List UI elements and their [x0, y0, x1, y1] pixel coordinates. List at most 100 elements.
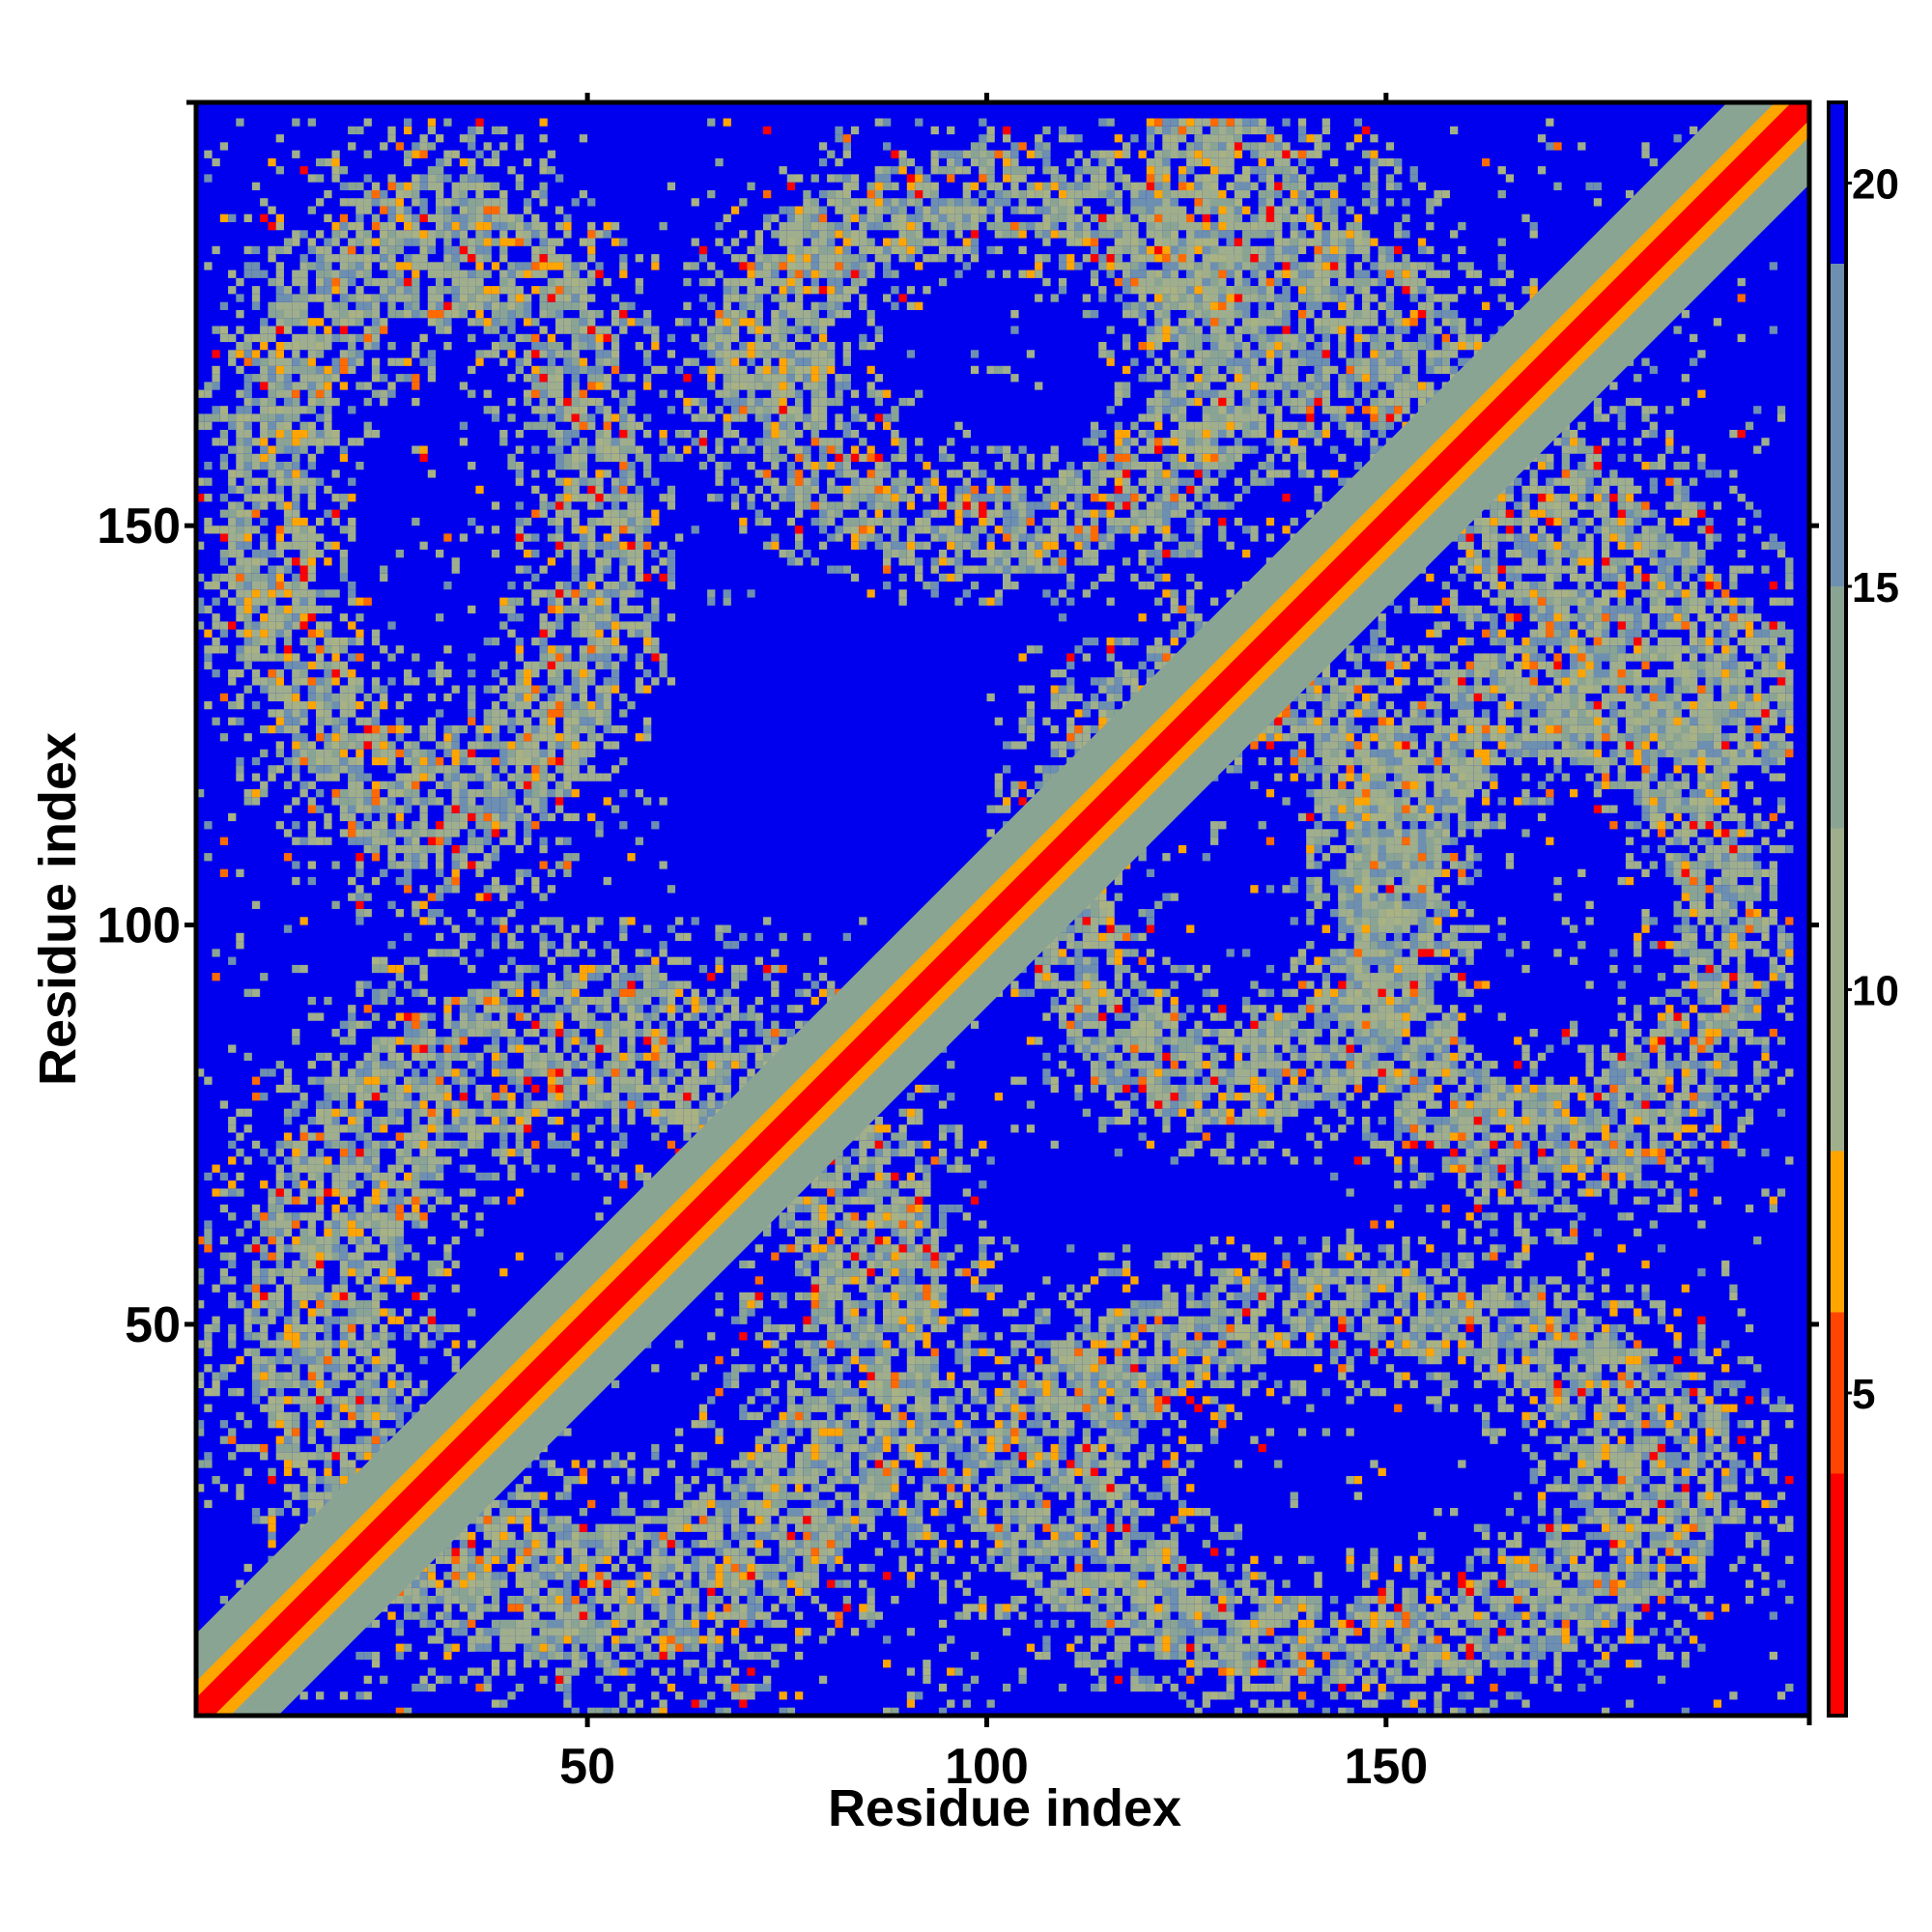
heatmap-cell: [587, 277, 596, 287]
heatmap-cell: [1353, 350, 1363, 358]
heatmap-cell: [451, 685, 460, 694]
heatmap-cell: [571, 389, 580, 398]
heatmap-cell: [1346, 430, 1354, 439]
heatmap-cell: [219, 413, 229, 422]
heatmap-cell: [619, 573, 628, 582]
heatmap-cell: [539, 629, 548, 638]
heatmap-cell: [539, 301, 548, 310]
heatmap-cell: [651, 677, 660, 686]
heatmap-cell: [539, 350, 548, 358]
heatmap-cell: [1665, 741, 1674, 750]
heatmap-cell: [292, 717, 300, 725]
heatmap-cell: [1378, 326, 1386, 334]
heatmap-cell: [603, 637, 611, 646]
heatmap-cell: [316, 589, 325, 598]
heatmap-cell: [283, 709, 293, 718]
heatmap-cell: [459, 749, 469, 757]
heatmap-cell: [268, 254, 276, 263]
heatmap-cell: [579, 365, 588, 375]
heatmap-cell: [563, 270, 572, 278]
heatmap-cell: [571, 326, 580, 334]
heatmap-cell: [603, 222, 611, 231]
heatmap-cell: [316, 837, 325, 845]
heatmap-cell: [635, 629, 643, 638]
heatmap-cell: [547, 597, 556, 606]
heatmap-cell: [292, 389, 300, 398]
heatmap-cell: [619, 421, 628, 430]
heatmap-cell: [643, 797, 652, 806]
heatmap-cell: [698, 406, 708, 414]
heatmap-cell: [412, 254, 420, 263]
heatmap-cell: [1234, 238, 1243, 246]
heatmap-cell: [754, 294, 763, 302]
heatmap-cell: [754, 342, 763, 351]
contact-regions: [196, 118, 1794, 1716]
heatmap-cell: [1673, 541, 1682, 550]
heatmap-cell: [515, 773, 524, 781]
heatmap-cell: [331, 318, 340, 327]
heatmap-cell: [355, 781, 364, 789]
heatmap-cell: [1282, 157, 1291, 167]
heatmap-cell: [299, 557, 308, 566]
heatmap-cell: [1297, 174, 1307, 183]
heatmap-cell: [1250, 389, 1259, 398]
heatmap-cell: [1561, 501, 1570, 510]
heatmap-cell: [1385, 421, 1395, 430]
heatmap-cell: [228, 677, 237, 686]
heatmap-cell: [251, 477, 261, 486]
heatmap-cell: [1514, 565, 1522, 574]
heatmap-cell: [1314, 485, 1322, 495]
heatmap-cell: [1665, 533, 1674, 542]
heatmap-cell: [515, 286, 524, 295]
heatmap-cell: [339, 301, 349, 310]
heatmap-cell: [275, 550, 284, 558]
heatmap-cell: [204, 382, 213, 390]
heatmap-cell: [524, 565, 532, 574]
heatmap-cell: [1521, 485, 1530, 495]
heatmap-cell: [1705, 565, 1714, 574]
heatmap-cell: [515, 717, 524, 725]
heatmap-cell: [412, 174, 420, 183]
heatmap-cell: [1409, 174, 1418, 183]
heatmap-cell: [404, 206, 412, 214]
heatmap-cell: [1330, 294, 1339, 302]
heatmap-cell: [1721, 589, 1730, 598]
heatmap-cell: [1521, 565, 1530, 574]
heatmap-cell: [1776, 709, 1786, 718]
heatmap-cell: [1577, 526, 1586, 534]
heatmap-cell: [667, 582, 676, 590]
heatmap-cell: [1314, 382, 1322, 390]
heatmap-cell: [754, 382, 763, 390]
heatmap-cell: [380, 374, 388, 383]
heatmap-cell: [1657, 462, 1666, 470]
heatmap-cell: [243, 565, 252, 574]
heatmap-cell: [595, 565, 604, 574]
heatmap-cell: [412, 653, 420, 662]
heatmap-cell: [1737, 494, 1746, 502]
heatmap-cell: [1537, 453, 1547, 463]
heatmap-cell: [1673, 582, 1682, 590]
heatmap-cell: [659, 557, 668, 566]
heatmap-cell: [292, 406, 300, 414]
heatmap-cell: [547, 357, 556, 366]
heatmap-cell: [236, 406, 244, 414]
heatmap-cell: [283, 445, 293, 454]
heatmap-cell: [307, 821, 316, 830]
heatmap-cell: [524, 756, 532, 766]
heatmap-cell: [299, 277, 308, 287]
heatmap-cell: [307, 613, 316, 622]
heatmap-cell: [371, 756, 381, 766]
heatmap-cell: [1649, 653, 1658, 662]
heatmap-cell: [1426, 326, 1435, 334]
heatmap-cell: [1218, 157, 1227, 167]
heatmap-cell: [1385, 262, 1395, 270]
heatmap-cell: [587, 589, 596, 598]
heatmap-cell: [387, 357, 396, 366]
heatmap-cell: [643, 382, 652, 390]
heatmap-cell: [1353, 277, 1363, 287]
heatmap-cell: [307, 645, 316, 654]
heatmap-cell: [1186, 118, 1195, 127]
heatmap-cell: [1402, 350, 1410, 358]
heatmap-cell: [1321, 126, 1330, 135]
heatmap-cell: [1194, 174, 1203, 183]
